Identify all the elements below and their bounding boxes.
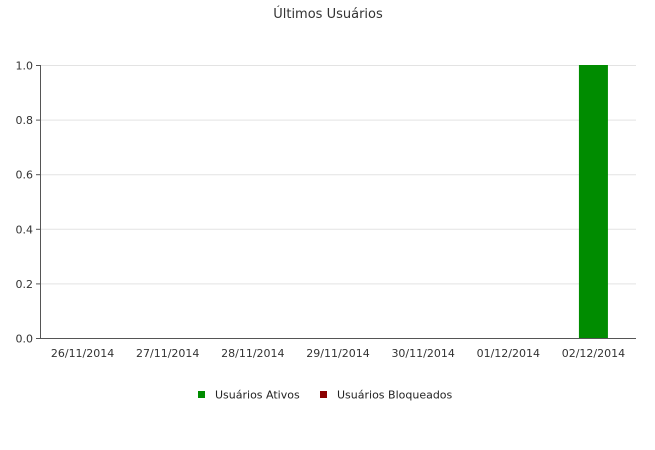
- x-tick-label: 26/11/2014: [51, 347, 114, 360]
- legend-label: Usuários Ativos: [215, 389, 300, 402]
- gridlines: [40, 65, 636, 285]
- legend-swatch: [198, 391, 205, 398]
- x-tick-label: 01/12/2014: [477, 347, 540, 360]
- x-tick-label: 27/11/2014: [136, 347, 199, 360]
- bar: [578, 65, 608, 338]
- x-tick-label: 30/11/2014: [391, 347, 454, 360]
- y-tick-label: 0.4: [16, 223, 34, 236]
- y-tick-label: 0.2: [16, 278, 34, 291]
- legend-swatch: [320, 391, 327, 398]
- y-tick-label: 0.0: [16, 333, 34, 346]
- x-tick-label: 02/12/2014: [562, 347, 625, 360]
- y-tick-label: 1.0: [16, 60, 34, 73]
- x-tick-label: 28/11/2014: [221, 347, 284, 360]
- y-tick-label: 0.6: [16, 169, 34, 182]
- x-tick-labels: 26/11/2014 27/11/2014 28/11/2014 29/11/2014…: [51, 347, 625, 360]
- chart-title: Últimos Usuários: [273, 6, 383, 22]
- y-tick-label: 0.8: [16, 114, 34, 127]
- x-tick-label: 29/11/2014: [306, 347, 369, 360]
- legend-label: Usuários Bloqueados: [337, 389, 453, 402]
- axes: [36, 65, 636, 339]
- y-tick-labels: 0.0 0.2 0.4 0.6 0.8 1.0: [16, 60, 34, 346]
- legend: Usuários Ativos Usuários Bloqueados: [198, 389, 453, 402]
- bars: [578, 65, 608, 338]
